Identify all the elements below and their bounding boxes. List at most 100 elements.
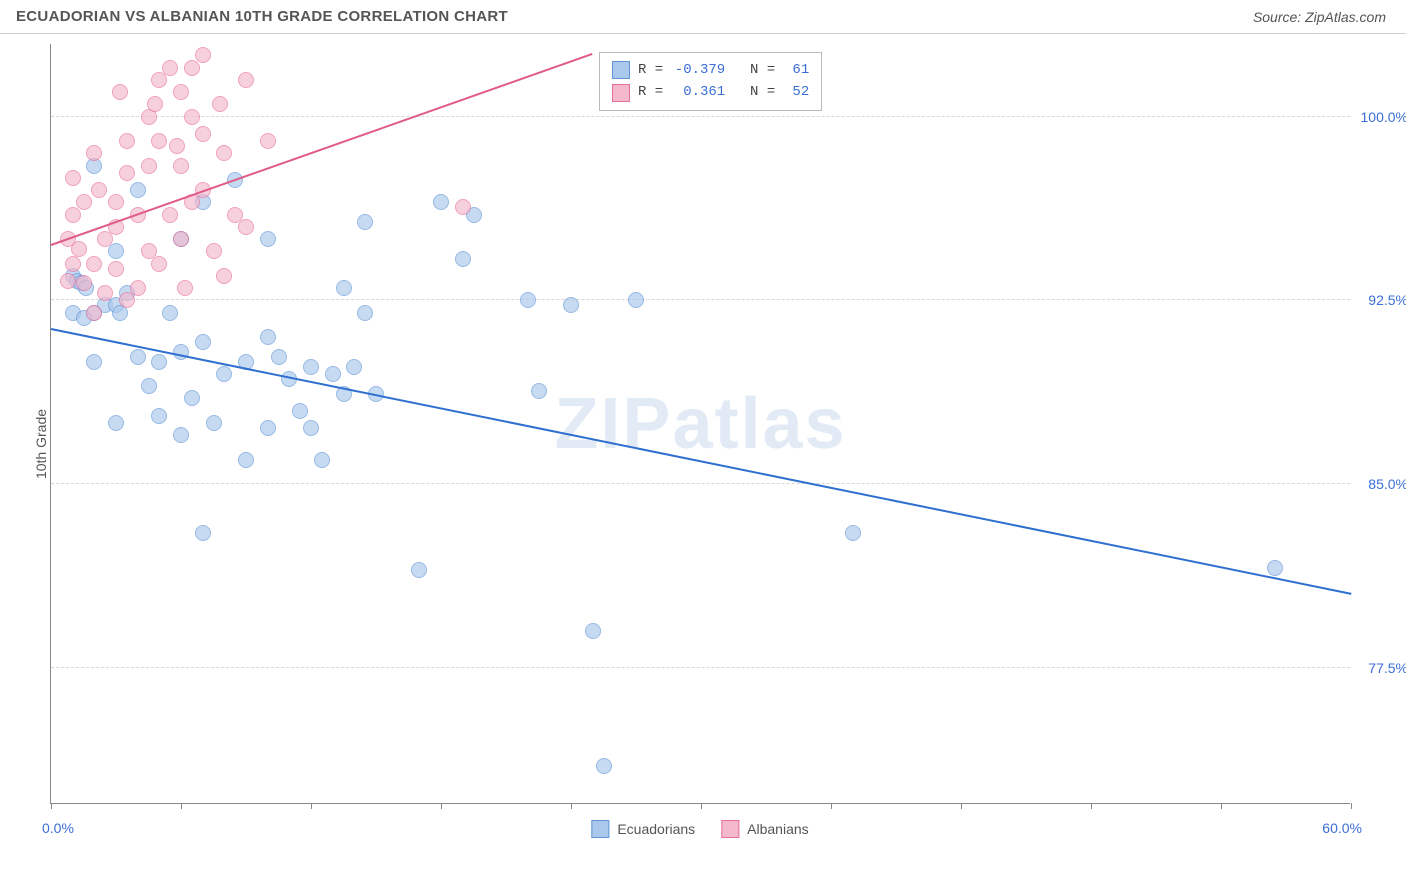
x-axis-labels: 0.0% EcuadoriansAlbanians 60.0% <box>50 820 1350 850</box>
data-point <box>596 758 612 774</box>
data-point <box>433 194 449 210</box>
data-point <box>357 214 373 230</box>
data-point <box>108 194 124 210</box>
data-point <box>411 562 427 578</box>
x-tick <box>441 803 442 809</box>
data-point <box>314 452 330 468</box>
data-point <box>119 165 135 181</box>
data-point <box>86 305 102 321</box>
data-point <box>325 366 341 382</box>
data-point <box>260 231 276 247</box>
watermark: ZIPatlas <box>554 383 846 465</box>
data-point <box>195 126 211 142</box>
y-axis-label: 10th Grade <box>33 409 49 479</box>
chart-header: ECUADORIAN VS ALBANIAN 10TH GRADE CORREL… <box>0 0 1406 34</box>
bottom-legend: Ecuadorians Albanians <box>591 820 808 838</box>
data-point <box>130 182 146 198</box>
data-point <box>177 280 193 296</box>
data-point <box>845 525 861 541</box>
data-point <box>60 273 76 289</box>
data-point <box>162 305 178 321</box>
data-point <box>455 199 471 215</box>
chart-area: 10th Grade ZIPatlas R = -0.379 N = 61R = 0.… <box>0 34 1406 854</box>
data-point <box>147 96 163 112</box>
n-value: 52 <box>783 81 809 103</box>
data-point <box>86 354 102 370</box>
data-point <box>151 256 167 272</box>
data-point <box>71 241 87 257</box>
data-point <box>173 84 189 100</box>
x-tick <box>1221 803 1222 809</box>
r-value: -0.379 <box>671 59 725 81</box>
data-point <box>455 251 471 267</box>
trend-line <box>51 53 593 246</box>
data-point <box>212 96 228 112</box>
data-point <box>238 72 254 88</box>
data-point <box>97 285 113 301</box>
n-label: N = <box>733 59 775 81</box>
legend-label: Ecuadorians <box>617 821 695 837</box>
r-label: R = <box>638 59 663 81</box>
chart-source: Source: ZipAtlas.com <box>1253 9 1386 25</box>
data-point <box>130 349 146 365</box>
data-point <box>238 219 254 235</box>
data-point <box>195 525 211 541</box>
x-tick <box>831 803 832 809</box>
data-point <box>86 145 102 161</box>
data-point <box>151 408 167 424</box>
x-tick <box>571 803 572 809</box>
data-point <box>216 366 232 382</box>
data-point <box>292 403 308 419</box>
gridline <box>51 116 1350 117</box>
data-point <box>216 145 232 161</box>
x-min-label: 0.0% <box>42 820 74 836</box>
x-tick <box>181 803 182 809</box>
x-max-label: 60.0% <box>1322 820 1362 836</box>
data-point <box>112 84 128 100</box>
y-tick-label: 77.5% <box>1368 660 1406 676</box>
data-point <box>206 415 222 431</box>
x-tick <box>51 803 52 809</box>
x-tick <box>961 803 962 809</box>
legend-label: Albanians <box>747 821 809 837</box>
y-tick-label: 92.5% <box>1368 292 1406 308</box>
data-point <box>151 133 167 149</box>
data-point <box>76 194 92 210</box>
n-label: N = <box>733 81 775 103</box>
legend-swatch <box>591 820 609 838</box>
data-point <box>303 359 319 375</box>
x-tick <box>311 803 312 809</box>
data-point <box>271 349 287 365</box>
data-point <box>86 256 102 272</box>
y-tick-label: 100.0% <box>1361 109 1406 125</box>
data-point <box>195 47 211 63</box>
data-point <box>260 329 276 345</box>
data-point <box>346 359 362 375</box>
x-tick <box>1091 803 1092 809</box>
data-point <box>151 354 167 370</box>
data-point <box>130 280 146 296</box>
stats-row: R =0.361 N =52 <box>612 81 809 103</box>
x-tick <box>1351 803 1352 809</box>
plot-region: ZIPatlas R =-0.379 N =61R =0.361 N =52 7… <box>50 44 1350 804</box>
series-swatch <box>612 61 630 79</box>
x-tick <box>701 803 702 809</box>
data-point <box>108 415 124 431</box>
data-point <box>260 133 276 149</box>
data-point <box>173 158 189 174</box>
data-point <box>303 420 319 436</box>
data-point <box>563 297 579 313</box>
n-value: 61 <box>783 59 809 81</box>
data-point <box>1267 560 1283 576</box>
gridline <box>51 483 1350 484</box>
data-point <box>162 60 178 76</box>
data-point <box>227 207 243 223</box>
legend-item: Ecuadorians <box>591 820 695 838</box>
series-swatch <box>612 84 630 102</box>
data-point <box>173 427 189 443</box>
data-point <box>216 268 232 284</box>
data-point <box>357 305 373 321</box>
stats-row: R = -0.379 N = 61 <box>612 59 809 81</box>
data-point <box>65 170 81 186</box>
data-point <box>169 138 185 154</box>
